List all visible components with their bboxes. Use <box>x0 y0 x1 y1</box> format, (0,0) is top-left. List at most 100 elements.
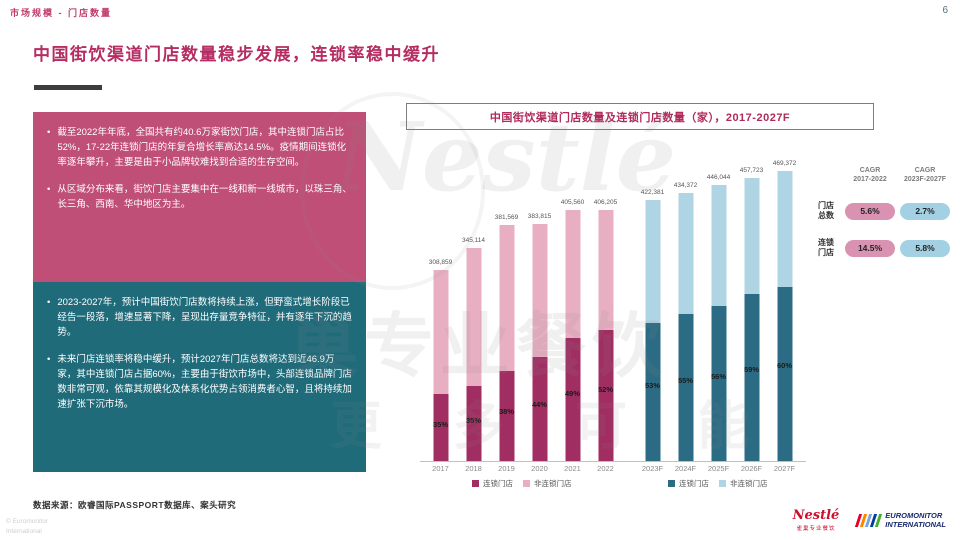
legend-item: 非连锁门店 <box>719 478 768 489</box>
legend-swatch <box>472 480 479 487</box>
bar-2021: 405,560 49% 2021 <box>556 150 589 473</box>
bar-segment-nonchain <box>532 224 547 357</box>
bar-segment-nonchain <box>711 185 726 306</box>
bar-2019: 381,569 38% 2019 <box>490 150 523 473</box>
bar-2027F: 469,372 60% 2027F <box>768 150 801 473</box>
legend-label: 连锁门店 <box>483 479 513 488</box>
legend-swatch <box>719 480 726 487</box>
nestle-wordmark: Nestlé <box>792 508 840 523</box>
bar-segment-nonchain <box>744 178 759 294</box>
x-axis-label: 2025F <box>707 464 730 473</box>
bullet-text: 未来门店连锁率将稳中缓升，预计2027年门店总数将达到近46.9万家，其中连锁门… <box>57 353 352 411</box>
cagr-row-label-line: 连锁 <box>818 237 834 247</box>
copyright-line: © Euromonitor <box>6 518 48 526</box>
cagr-header-line: CAGR <box>914 167 936 174</box>
legend-group-forecast: 连锁门店 非连锁门店 <box>668 478 768 489</box>
bar-total-label: 469,372 <box>772 160 797 167</box>
x-axis-label: 2018 <box>465 464 482 473</box>
nestle-logo: Nestlé 雀巢专业餐饮 <box>793 509 840 532</box>
x-axis-label: 2020 <box>531 464 548 473</box>
bar-segment-chain <box>433 394 448 461</box>
breadcrumb: 市场规模 - 门店数量 <box>10 8 112 18</box>
insight-box-current: • 截至2022年年底，全国共有约40.6万家街饮门店，其中连锁门店占比52%，… <box>33 112 366 282</box>
bar-2025F: 446,044 56% 2025F <box>702 150 735 473</box>
bar-chain-pct-label: 56% <box>710 372 726 381</box>
chart-legend: 连锁门店 非连锁门店 连锁门店 非连锁门店 <box>420 478 806 492</box>
bullet-dot: • <box>47 353 51 365</box>
page-title: 中国街饮渠道门店数量稳步发展，连锁率稳中缓升 <box>33 45 440 64</box>
cagr-value-chain-forecast: 5.8% <box>900 239 950 257</box>
x-axis-label: 2024F <box>674 464 697 473</box>
title-underline <box>34 85 102 90</box>
bar-segment-chain <box>645 323 660 461</box>
bar-2018: 345,114 35% 2018 <box>457 150 490 473</box>
bullet-item: • 未来门店连锁率将稳中缓升，预计2027年门店总数将达到近46.9万家，其中连… <box>47 352 352 413</box>
copyright-note: © Euromonitor International <box>6 517 48 536</box>
legend-item: 连锁门店 <box>472 478 513 489</box>
bar-chain-pct-label: 59% <box>743 365 759 374</box>
bar-2017: 308,859 35% 2017 <box>424 150 457 473</box>
bullet-item: • 截至2022年年底，全国共有约40.6万家街饮门店，其中连锁门店占比52%，… <box>47 125 352 171</box>
bar-total-label: 308,859 <box>428 259 453 266</box>
footer-logos: Nestlé 雀巢专业餐饮 EUROMONITOR INTERNATIONAL <box>793 509 946 532</box>
bar-2024F: 434,372 55% 2024F <box>669 150 702 473</box>
bar-segment-nonchain <box>598 210 613 330</box>
bar-2020: 383,815 44% 2020 <box>523 150 556 473</box>
bullet-item: • 2023-2027年，预计中国街饮门店数将持续上涨，但野蛮式增长阶段已经告一… <box>47 295 352 341</box>
cagr-row-label-total-stores: 门店 总数 <box>812 201 840 222</box>
cagr-row-label-line: 门店 <box>818 200 834 210</box>
legend-group-actual: 连锁门店 非连锁门店 <box>472 478 572 489</box>
legend-swatch <box>668 480 675 487</box>
bar-total-label: 383,815 <box>527 213 552 220</box>
bar-chain-pct-label: 53% <box>644 381 660 390</box>
euromonitor-logo: EUROMONITOR INTERNATIONAL <box>855 510 946 529</box>
nestle-sub-label: 雀巢专业餐饮 <box>796 526 836 532</box>
x-axis-label: 2022 <box>597 464 614 473</box>
bar-segment-chain <box>499 371 514 461</box>
cagr-row-label-line: 总数 <box>818 211 834 221</box>
euromonitor-line: EUROMONITOR <box>885 510 943 520</box>
cagr-row-label-chain-stores: 连锁 门店 <box>812 238 840 259</box>
bar-chain-pct-label: 35% <box>465 416 481 425</box>
bar-segment-nonchain <box>565 210 580 338</box>
bar-segment-chain <box>777 287 792 461</box>
cagr-value-total-actual: 5.6% <box>845 202 895 220</box>
bar-segment-nonchain <box>645 200 660 323</box>
legend-item: 非连锁门店 <box>523 478 572 489</box>
x-axis-label: 2017 <box>432 464 449 473</box>
cagr-header-line: 2017-2022 <box>853 176 887 184</box>
bar-total-label: 345,114 <box>461 237 485 244</box>
legend-item: 连锁门店 <box>668 478 709 489</box>
bar-segment-nonchain <box>433 270 448 394</box>
bar-segment-chain <box>466 386 481 461</box>
bar-segment-chain <box>565 338 580 461</box>
x-axis-label: 2019 <box>498 464 515 473</box>
euromonitor-stripes-icon <box>855 514 883 527</box>
insight-box-forecast: • 2023-2027年，预计中国街饮门店数将持续上涨，但野蛮式增长阶段已经告一… <box>33 282 366 472</box>
legend-swatch <box>523 480 530 487</box>
legend-label: 非连锁门店 <box>730 479 768 488</box>
bar-segment-chain <box>711 306 726 461</box>
bar-segment-chain <box>678 314 693 461</box>
euromonitor-line: INTERNATIONAL <box>885 519 946 529</box>
cagr-row-label-line: 门店 <box>818 248 834 258</box>
cagr-value-chain-actual: 14.5% <box>845 239 895 257</box>
bullet-text: 2023-2027年，预计中国街饮门店数将持续上涨，但野蛮式增长阶段已经告一段落… <box>57 297 352 339</box>
bar-total-label: 434,372 <box>673 182 698 189</box>
bar-total-label: 406,205 <box>593 199 618 206</box>
cagr-panel: CAGR 2017-2022 CAGR 2023F-2027F 门店 总数 5.… <box>812 166 950 258</box>
bar-chain-pct-label: 35% <box>432 420 448 429</box>
x-axis-label: 2027F <box>773 464 796 473</box>
bar-chain-pct-label: 52% <box>597 385 613 394</box>
bar-2022: 406,205 52% 2022 <box>589 150 622 473</box>
bar-total-label: 457,723 <box>739 167 764 174</box>
bar-chain-pct-label: 60% <box>776 361 792 370</box>
bar-2023F: 422,381 53% 2023F <box>636 150 669 473</box>
bullet-item: • 从区域分布来看，街饮门店主要集中在一线和新一线城市，以珠三角、长三角、西南、… <box>47 182 352 212</box>
x-axis-label: 2021 <box>564 464 581 473</box>
cagr-header-line: 2023F-2027F <box>903 176 947 184</box>
stacked-bar-chart: 308,859 35% 2017 345,114 35% 2018 381,569 38% 20… <box>420 150 806 473</box>
bar-total-label: 422,381 <box>640 189 665 196</box>
cagr-header-line: CAGR <box>859 167 881 174</box>
